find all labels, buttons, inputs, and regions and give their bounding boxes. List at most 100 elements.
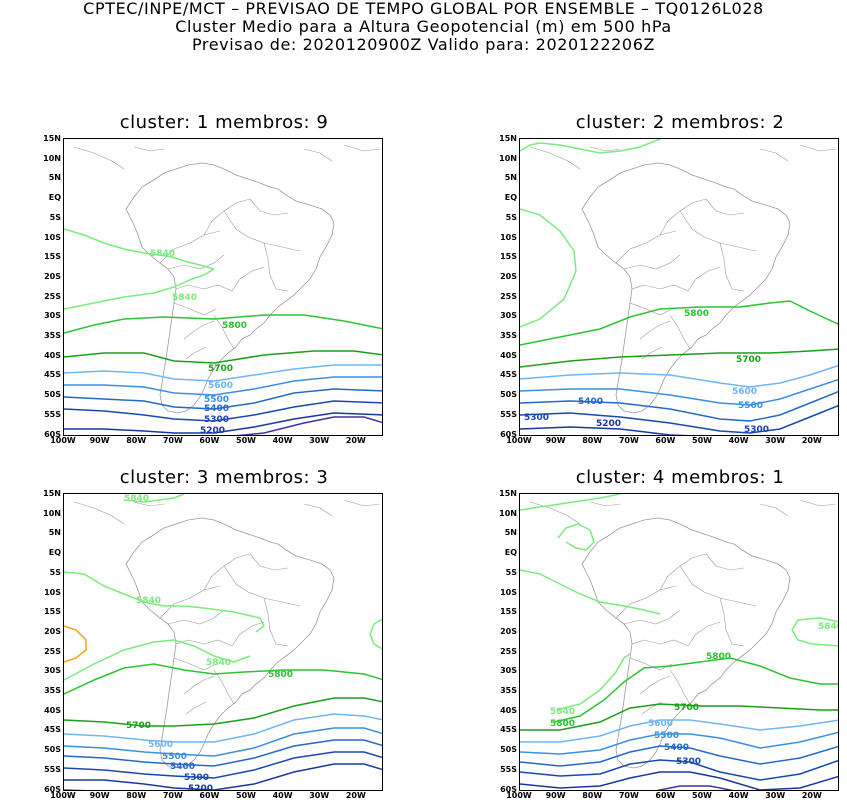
contour-label: 5700 bbox=[208, 364, 233, 374]
lat-tick-label: 25S bbox=[44, 291, 61, 301]
panel-title-2: cluster: 2 membros: 2 bbox=[575, 112, 785, 133]
contour-line bbox=[64, 412, 382, 434]
lat-tick-label: 30S bbox=[500, 666, 517, 676]
border-line bbox=[631, 639, 689, 647]
map-panel-1: 5840 5840 5800 5700 5600 5500 5400 5300 5200 bbox=[63, 138, 383, 436]
contour-line bbox=[64, 713, 382, 743]
map-panel-2: 5800 5700 5600 5500 5400 5300 5300 5200 bbox=[519, 138, 839, 436]
border-line bbox=[231, 266, 265, 292]
border-line bbox=[615, 230, 677, 264]
lat-tick-label: EQ bbox=[504, 193, 517, 203]
contour-line bbox=[520, 759, 838, 781]
lon-tick-label: 70W bbox=[618, 791, 639, 800]
lat-tick-label: 55S bbox=[44, 409, 61, 419]
lon-tick-label: 90W bbox=[89, 436, 110, 445]
contour-label: 5300 bbox=[744, 425, 769, 435]
contour-label: 5300 bbox=[184, 773, 209, 783]
contour-line bbox=[64, 400, 382, 422]
lon-tick-label: 100W bbox=[50, 436, 76, 445]
lat-tick-label: 45S bbox=[44, 370, 61, 380]
contour-label: 5500 bbox=[738, 401, 763, 411]
border-line bbox=[133, 501, 165, 507]
lon-tick-label: 20W bbox=[801, 791, 822, 800]
border-line bbox=[659, 553, 707, 591]
contour-label: 5700 bbox=[736, 355, 761, 365]
lon-tick-label: 50W bbox=[236, 791, 256, 800]
contour-label: 5840 bbox=[124, 494, 149, 504]
border-line bbox=[705, 198, 745, 216]
contour-label: 5200 bbox=[188, 784, 213, 791]
border-line bbox=[175, 284, 233, 292]
contour-line bbox=[64, 388, 382, 410]
border-line bbox=[529, 146, 581, 170]
contour-line bbox=[236, 416, 382, 435]
lon-tick-label: 100W bbox=[50, 791, 76, 800]
lon-tick-label: 50W bbox=[236, 436, 256, 445]
border-line bbox=[343, 144, 381, 152]
contour-line bbox=[64, 727, 382, 757]
border-line bbox=[529, 501, 581, 525]
lon-tick-label: 20W bbox=[801, 436, 822, 445]
contour-line bbox=[64, 364, 382, 382]
border-line bbox=[629, 302, 673, 316]
contour-label: 5300 bbox=[204, 415, 229, 425]
panel-title-3: cluster: 3 membros: 3 bbox=[119, 467, 329, 488]
border-line bbox=[185, 346, 207, 360]
contour-line bbox=[520, 703, 838, 731]
border-line bbox=[263, 597, 289, 647]
border-line bbox=[639, 320, 671, 340]
border-line bbox=[589, 146, 621, 152]
contour-label: 5200 bbox=[596, 419, 621, 429]
lat-tick-label: 60S bbox=[44, 429, 61, 439]
border-line bbox=[173, 657, 217, 671]
lat-tick-label: 20S bbox=[44, 626, 61, 636]
border-line bbox=[263, 242, 289, 292]
lat-tick-label: EQ bbox=[504, 548, 517, 558]
contour-line bbox=[520, 745, 838, 767]
border-line bbox=[185, 701, 207, 715]
border-line bbox=[231, 621, 265, 647]
lat-tick-label: 55S bbox=[500, 764, 517, 774]
lat-tick-label: 25S bbox=[44, 646, 61, 656]
lat-tick-label: 50S bbox=[44, 745, 61, 755]
contour-label: 5500 bbox=[654, 731, 679, 741]
lat-tick-label: 60S bbox=[44, 784, 61, 794]
contour-line bbox=[520, 208, 577, 328]
lon-tick-label: 40W bbox=[272, 436, 293, 445]
lat-tick-label: 15N bbox=[499, 134, 517, 143]
lon-tick-label: 100W bbox=[506, 436, 532, 445]
lat-tick-label: 20S bbox=[500, 626, 517, 636]
border-line bbox=[175, 639, 233, 647]
contour-line bbox=[64, 376, 382, 396]
contour-line bbox=[64, 314, 382, 334]
lat-tick-label: 40S bbox=[500, 350, 517, 360]
lon-tick-label: 30W bbox=[765, 791, 786, 800]
contour-line bbox=[64, 268, 215, 310]
contour-line bbox=[64, 571, 265, 633]
contour-line bbox=[520, 139, 661, 154]
lon-tick-label: 70W bbox=[162, 436, 183, 445]
lat-tick-label: EQ bbox=[48, 193, 61, 203]
contour-line bbox=[520, 300, 838, 346]
contour-line bbox=[520, 378, 838, 406]
lat-tick-label: 15S bbox=[44, 607, 61, 617]
border-line bbox=[705, 553, 745, 571]
header-line-1: CPTEC/INPE/MCT – PREVISAO DE TEMPO GLOBA… bbox=[83, 0, 764, 18]
contour-label: 5400 bbox=[170, 762, 195, 772]
contour-line bbox=[520, 494, 621, 511]
lat-tick-label: 5S bbox=[49, 212, 61, 222]
lat-tick-label: 55S bbox=[500, 409, 517, 419]
contour-line bbox=[553, 657, 838, 723]
lon-tick-label: 20W bbox=[345, 791, 366, 800]
border-line bbox=[173, 302, 217, 316]
border-line bbox=[213, 314, 235, 350]
lon-tick-label: 80W bbox=[126, 436, 147, 445]
header-line-3: Previsao de: 2020120900Z Valido para: 20… bbox=[191, 35, 656, 54]
border-line bbox=[223, 210, 301, 252]
lat-tick-label: 5S bbox=[49, 567, 61, 577]
contour-line bbox=[656, 785, 734, 790]
contour-line bbox=[520, 771, 838, 790]
